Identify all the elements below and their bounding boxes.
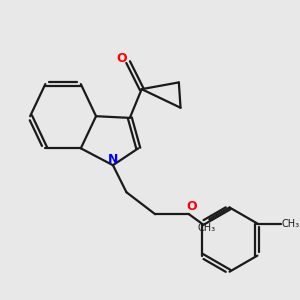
Text: O: O (116, 52, 127, 65)
Text: O: O (186, 200, 197, 213)
Text: N: N (108, 153, 118, 166)
Text: CH₃: CH₃ (197, 223, 216, 233)
Text: CH₃: CH₃ (281, 218, 299, 229)
